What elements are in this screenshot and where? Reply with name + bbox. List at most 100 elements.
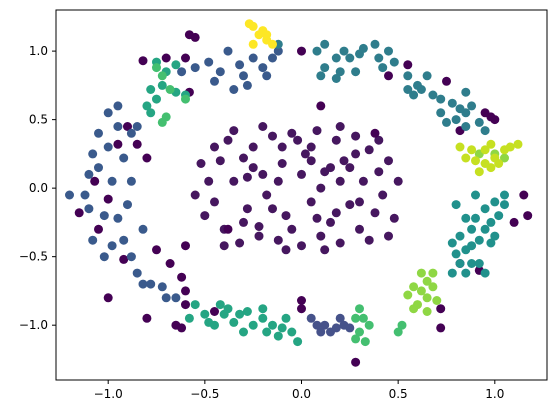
scatter-point <box>409 304 419 314</box>
scatter-point <box>335 238 345 248</box>
scatter-point <box>177 67 187 77</box>
scatter-point <box>409 90 419 100</box>
scatter-point <box>474 117 484 127</box>
scatter-point <box>239 217 248 227</box>
scatter-point <box>287 128 297 138</box>
y-tick-label: −0.5 <box>19 250 48 264</box>
scatter-point <box>436 304 446 314</box>
scatter-point <box>258 313 268 323</box>
scatter-point <box>393 327 403 337</box>
scatter-point <box>123 122 132 131</box>
scatter-point <box>138 224 148 234</box>
scatter-point <box>358 43 368 53</box>
scatter-point <box>258 169 268 179</box>
scatter-point <box>146 279 156 289</box>
scatter-point <box>281 211 291 221</box>
scatter-point <box>138 279 148 289</box>
scatter-point <box>389 213 399 223</box>
scatter-point <box>505 142 515 152</box>
scatter-point <box>436 323 446 333</box>
scatter-point <box>451 115 461 125</box>
scatter-point <box>196 159 206 168</box>
scatter-point <box>519 190 529 200</box>
scatter-point <box>428 268 438 278</box>
scatter-point <box>461 87 471 97</box>
scatter-point <box>157 282 167 292</box>
scatter-point <box>248 163 258 173</box>
scatter-point <box>351 313 361 323</box>
scatter-point <box>268 204 277 214</box>
scatter-point <box>90 176 100 186</box>
scatter-point <box>223 46 233 56</box>
scatter-point <box>210 320 219 330</box>
scatter-point <box>486 217 496 227</box>
scatter-point <box>113 213 123 223</box>
scatter-point <box>239 327 248 337</box>
scatter-point <box>248 142 258 152</box>
scatter-point <box>451 249 461 259</box>
scatter-point <box>161 53 171 63</box>
scatter-point <box>422 71 432 81</box>
scatter-point <box>215 156 225 166</box>
scatter-point <box>277 142 287 152</box>
scatter-point <box>494 159 504 168</box>
scatter-point <box>339 46 349 56</box>
scatter-point <box>273 235 283 245</box>
x-tick-label: 0.5 <box>389 387 408 401</box>
y-tick-label: −1.0 <box>19 318 48 332</box>
scatter-point <box>152 245 161 255</box>
scatter-point <box>277 323 287 333</box>
scatter-point <box>254 222 264 231</box>
scatter-point <box>103 108 113 118</box>
scatter-point <box>316 183 326 193</box>
scatter-point <box>277 159 287 168</box>
scatter-point <box>320 63 330 73</box>
scatter-point <box>345 163 355 173</box>
scatter-point <box>447 268 457 278</box>
scatter-point <box>229 176 239 186</box>
scatter-point <box>331 53 341 63</box>
scatter-point <box>204 176 214 186</box>
scatter-point <box>248 320 258 330</box>
x-tick-label: −1.0 <box>94 387 123 401</box>
scatter-point <box>461 268 471 278</box>
scatter-point <box>320 245 330 255</box>
scatter-point <box>523 211 533 221</box>
scatter-point <box>480 268 490 278</box>
scatter-point <box>248 39 258 49</box>
scatter-point <box>442 117 451 127</box>
scatter-point <box>242 204 252 214</box>
scatter-point <box>113 122 123 131</box>
scatter-point <box>467 145 477 155</box>
scatter-point <box>360 337 370 347</box>
scatter-point <box>258 304 268 314</box>
scatter-point <box>358 313 368 323</box>
scatter-point <box>88 235 98 245</box>
scatter-point <box>355 304 364 314</box>
scatter-point <box>384 231 393 241</box>
scatter-point <box>326 163 335 173</box>
scatter-point <box>471 190 480 200</box>
scatter-point <box>65 190 74 200</box>
scatter-point <box>152 63 161 73</box>
scatter-point <box>142 101 152 111</box>
scatter-point <box>223 135 233 145</box>
scatter-point <box>297 46 306 56</box>
scatter-point <box>486 238 496 248</box>
scatter-point <box>229 317 239 327</box>
scatter-point <box>119 254 129 264</box>
scatter-point <box>461 122 471 131</box>
scatter-point <box>146 108 156 118</box>
scatter-point <box>364 320 374 330</box>
scatter-point <box>455 142 465 152</box>
scatter-point <box>331 208 341 218</box>
y-tick-label: 0.0 <box>29 181 48 195</box>
scatter-point <box>119 235 129 245</box>
scatter-point <box>262 30 272 40</box>
scatter-point <box>422 293 432 303</box>
scatter-point <box>306 313 316 323</box>
scatter-point <box>210 142 219 152</box>
scatter-point <box>239 71 248 81</box>
scatter-point <box>126 128 136 138</box>
